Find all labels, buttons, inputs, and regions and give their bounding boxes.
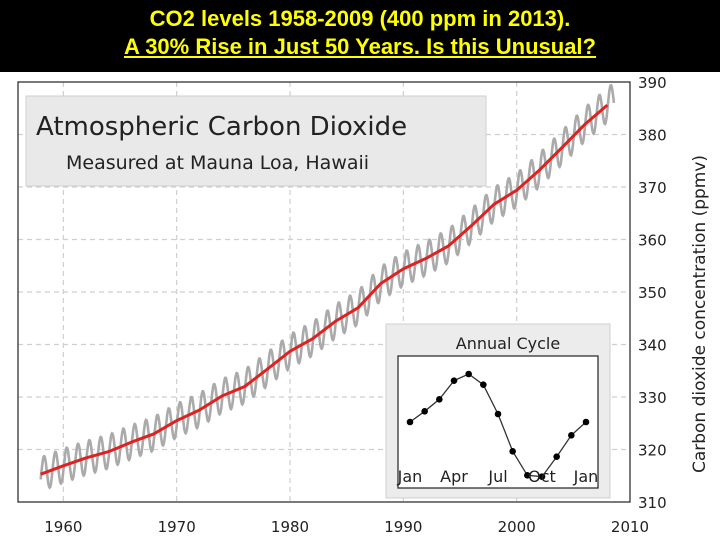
monthly-co2-line xyxy=(39,83,616,490)
annual-cycle-point xyxy=(509,448,516,455)
y-tick-label: 330 xyxy=(638,389,667,407)
annual-cycle-point xyxy=(406,418,414,426)
inset-x-tick-label: Jan xyxy=(573,467,599,486)
co2-chart: 1960 1970 1980 1990 2000 2010 310 320 330 340 350 3… xyxy=(17,74,710,536)
y-axis-title: Carbon dioxide concentration (ppmv) xyxy=(690,155,710,473)
y-tick-label: 370 xyxy=(638,179,667,197)
annual-cycle-point xyxy=(450,377,458,384)
x-tick-label: 1990 xyxy=(384,518,422,536)
x-tick-label: 1960 xyxy=(44,518,82,536)
annual-cycle-point xyxy=(538,473,546,480)
inset-x-tick-label: Jul xyxy=(487,467,507,486)
chart-title: Atmospheric Carbon Dioxide xyxy=(36,112,407,142)
annual-cycle-point xyxy=(582,418,590,426)
slide-title-line-1: CO2 levels 1958-2009 (400 ppm in 2013). xyxy=(149,6,571,31)
slide-title-line-2: A 30% Rise in Just 50 Years. Is this Unu… xyxy=(124,34,596,59)
title-box xyxy=(25,95,487,187)
y-tick-label: 320 xyxy=(638,442,667,460)
y-tick-label: 340 xyxy=(638,337,667,355)
x-tick-label: 2010 xyxy=(611,518,649,536)
y-tick-label: 390 xyxy=(638,74,667,92)
annual-cycle-point xyxy=(480,381,487,388)
y-tick-label: 380 xyxy=(638,127,667,145)
x-tick-label: 2000 xyxy=(498,518,536,536)
inset-title: Annual Cycle xyxy=(456,334,560,353)
chart-subtitle: Measured at Mauna Loa, Hawaii xyxy=(66,152,369,174)
y-tick-label: 310 xyxy=(638,494,667,512)
x-tick-label: 1980 xyxy=(271,518,309,536)
co2-chart-panel: 1960 1970 1980 1990 2000 2010 310 320 330 340 350 3… xyxy=(0,72,720,540)
inset-plot-frame xyxy=(397,355,599,489)
y-tick-label: 350 xyxy=(638,284,667,302)
annual-cycle-point xyxy=(524,472,531,479)
x-tick-label: 1970 xyxy=(158,518,196,536)
annual-cycle-point xyxy=(494,410,502,418)
y-tick-label: 360 xyxy=(638,232,667,250)
annual-cycle-point xyxy=(553,453,560,460)
annual-cycle-point xyxy=(421,408,428,415)
inset-x-tick-label: Jan xyxy=(397,467,423,486)
plot-frame xyxy=(17,81,631,503)
inset-x-tick-label: Oct xyxy=(528,467,556,486)
annual-cycle-point xyxy=(568,432,575,439)
annual-cycle-point xyxy=(436,396,443,403)
slide-header: CO2 levels 1958-2009 (400 ppm in 2013). … xyxy=(0,0,720,72)
annual-mean-co2-line xyxy=(40,103,609,476)
annual-cycle-point xyxy=(465,370,472,378)
inset-x-tick-label: Apr xyxy=(440,467,468,486)
